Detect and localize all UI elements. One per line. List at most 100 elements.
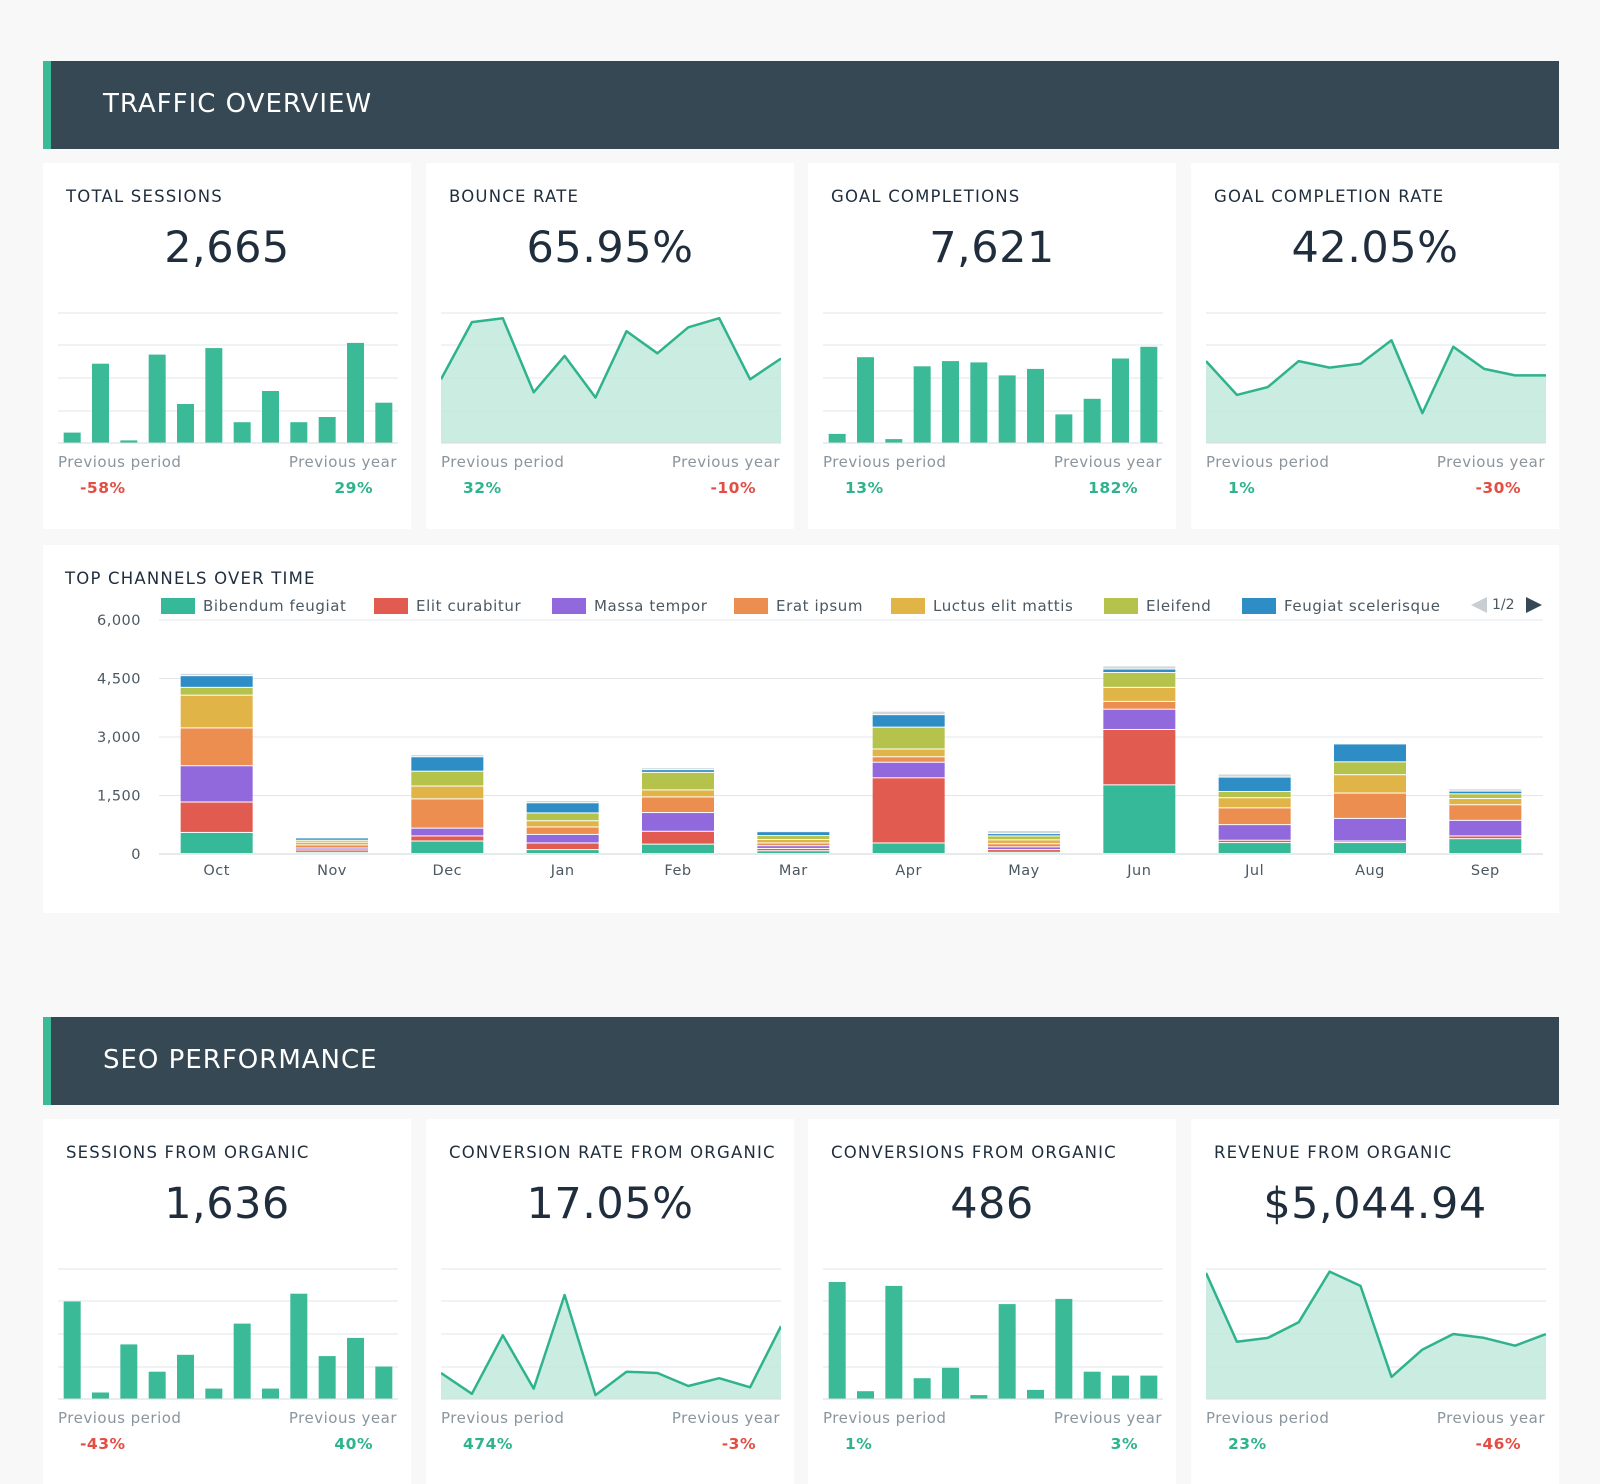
stacked-bar-segment[interactable]: [757, 846, 830, 848]
stacked-bar-segment[interactable]: [988, 844, 1060, 847]
stacked-bar-segment[interactable]: [526, 821, 599, 827]
stacked-bar-segment[interactable]: [180, 695, 253, 728]
stacked-bar-segment[interactable]: [411, 836, 484, 841]
stacked-bar-segment[interactable]: [296, 845, 368, 848]
stacked-bar-segment[interactable]: [642, 772, 714, 790]
stacked-bar-segment[interactable]: [1103, 701, 1176, 709]
stacked-bar-segment[interactable]: [1334, 775, 1406, 793]
stacked-bar-segment[interactable]: [642, 770, 714, 772]
stacked-bar-segment[interactable]: [296, 842, 368, 845]
stacked-bar-segment[interactable]: [1103, 709, 1176, 729]
chart-title: TOP CHANNELS OVER TIME: [65, 569, 316, 588]
stacked-bar-segment[interactable]: [526, 800, 599, 803]
stacked-bar-segment[interactable]: [526, 813, 599, 821]
stacked-bar-segment[interactable]: [988, 836, 1060, 840]
sparkline-bar-chart: [58, 1268, 398, 1400]
stacked-bar-segment[interactable]: [180, 687, 253, 695]
stacked-bar-segment[interactable]: [642, 831, 714, 844]
kpi-title: SESSIONS FROM ORGANIC: [66, 1143, 310, 1162]
stacked-bar-segment[interactable]: [411, 754, 484, 757]
stacked-bar-segment[interactable]: [642, 813, 714, 831]
stacked-bar-segment[interactable]: [180, 728, 253, 766]
stacked-bar-segment[interactable]: [642, 768, 714, 770]
sparkline-bar: [120, 440, 138, 443]
legend-next-page-icon[interactable]: [1526, 597, 1542, 613]
stacked-bar-segment[interactable]: [180, 766, 253, 802]
stacked-bar-segment[interactable]: [1449, 799, 1522, 805]
stacked-bar-segment[interactable]: [1334, 841, 1406, 843]
stacked-bar-segment[interactable]: [1449, 794, 1522, 799]
stacked-bar-segment[interactable]: [872, 778, 945, 843]
stacked-bar-segment[interactable]: [411, 786, 484, 799]
stacked-bar-segment[interactable]: [872, 727, 945, 749]
stacked-bar-segment[interactable]: [1218, 798, 1291, 808]
stacked-bar-segment[interactable]: [642, 844, 714, 853]
stacked-bar-segment[interactable]: [872, 843, 945, 853]
stacked-bar-segment[interactable]: [296, 850, 368, 852]
stacked-bar-segment[interactable]: [1218, 825, 1291, 840]
stacked-bar-segment[interactable]: [1449, 805, 1522, 820]
stacked-bar-segment[interactable]: [296, 840, 368, 842]
legend-prev-page-icon[interactable]: [1471, 597, 1487, 613]
stacked-bar-segment[interactable]: [1449, 820, 1522, 836]
stacked-bar-segment[interactable]: [988, 834, 1060, 836]
stacked-bar-segment[interactable]: [1103, 669, 1176, 673]
stacked-bar-segment[interactable]: [1218, 808, 1291, 825]
stacked-bar-segment[interactable]: [1103, 785, 1176, 853]
stacked-bar-segment[interactable]: [526, 827, 599, 834]
stacked-bar-segment[interactable]: [1334, 744, 1406, 762]
stacked-bar-segment[interactable]: [1334, 843, 1406, 853]
stacked-bar-segment[interactable]: [411, 771, 484, 786]
stacked-bar-segment[interactable]: [988, 850, 1060, 852]
stacked-bar-segment[interactable]: [411, 799, 484, 828]
stacked-bar-segment[interactable]: [757, 848, 830, 851]
stacked-bar-segment[interactable]: [757, 843, 830, 846]
stacked-bar-segment[interactable]: [1334, 762, 1406, 775]
stacked-bar-segment[interactable]: [411, 757, 484, 771]
stacked-bar-segment[interactable]: [872, 749, 945, 757]
stacked-bar-segment[interactable]: [642, 790, 714, 797]
stacked-bar-segment[interactable]: [988, 840, 1060, 844]
stacked-bar-segment[interactable]: [642, 797, 714, 813]
sparkline-bar: [857, 357, 874, 443]
stacked-bar-segment[interactable]: [1103, 687, 1176, 701]
stacked-bar-segment[interactable]: [872, 757, 945, 762]
stacked-bar-segment[interactable]: [1218, 840, 1291, 843]
stacked-bar-segment[interactable]: [757, 832, 830, 836]
stacked-bar-segment[interactable]: [872, 715, 945, 727]
stacked-bar-segment[interactable]: [1218, 777, 1291, 791]
stacked-bar-segment[interactable]: [1103, 666, 1176, 669]
stacked-bar-segment[interactable]: [180, 802, 253, 832]
stacked-bar-segment[interactable]: [872, 762, 945, 778]
stacked-bar-segment[interactable]: [1449, 836, 1522, 839]
previous-period-change: 32%: [463, 479, 502, 497]
stacked-bar-segment[interactable]: [526, 803, 599, 813]
stacked-bar-segment[interactable]: [411, 841, 484, 853]
stacked-bar-segment[interactable]: [411, 828, 484, 836]
stacked-bar-segment[interactable]: [526, 850, 599, 853]
stacked-bar-segment[interactable]: [1103, 673, 1176, 687]
stacked-bar-segment[interactable]: [1449, 791, 1522, 794]
stacked-bar-segment[interactable]: [1449, 789, 1522, 791]
stacked-bar-segment[interactable]: [1334, 818, 1406, 841]
kpi-value: 1,636: [164, 1179, 290, 1229]
stacked-bar-segment[interactable]: [296, 838, 368, 840]
stacked-bar-segment[interactable]: [1334, 793, 1406, 818]
stacked-bar-segment[interactable]: [757, 839, 830, 843]
stacked-bar-segment[interactable]: [180, 673, 253, 676]
stacked-bar-segment[interactable]: [872, 711, 945, 715]
stacked-bar-segment[interactable]: [526, 843, 599, 850]
stacked-bar-segment[interactable]: [988, 847, 1060, 850]
stacked-bar-segment[interactable]: [1218, 791, 1291, 798]
stacked-bar-segment[interactable]: [180, 832, 253, 853]
stacked-bar-segment[interactable]: [757, 836, 830, 839]
stacked-bar-segment[interactable]: [296, 848, 368, 850]
stacked-bar-segment[interactable]: [526, 834, 599, 843]
stacked-bar-segment[interactable]: [757, 851, 830, 853]
stacked-bar-segment[interactable]: [1103, 729, 1176, 785]
stacked-bar-segment[interactable]: [988, 830, 1060, 834]
stacked-bar-segment[interactable]: [1218, 774, 1291, 777]
stacked-bar-segment[interactable]: [1218, 843, 1291, 853]
stacked-bar-segment[interactable]: [1449, 839, 1522, 853]
stacked-bar-segment[interactable]: [180, 676, 253, 687]
